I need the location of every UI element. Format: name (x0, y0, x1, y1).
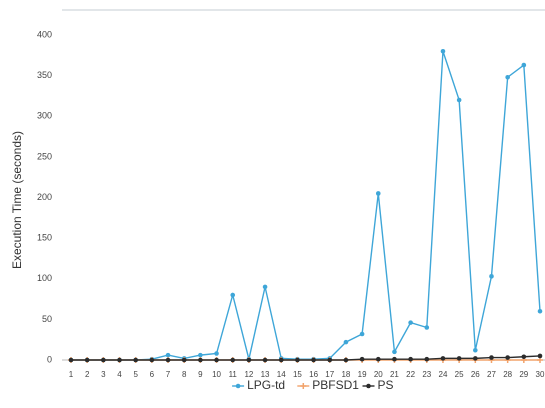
x-tick-label: 18 (341, 370, 350, 379)
x-tick-label: 30 (536, 370, 545, 379)
x-tick-label: 4 (117, 370, 122, 379)
point (343, 357, 349, 363)
point (84, 357, 90, 363)
y-axis-title: Execution Time (seconds) (10, 131, 24, 269)
point (489, 355, 494, 360)
x-tick-label: 17 (325, 370, 334, 379)
point (214, 357, 219, 363)
point (537, 308, 543, 314)
x-tick-label: 10 (212, 370, 221, 379)
x-tick-label: 14 (277, 370, 286, 379)
point (440, 356, 446, 361)
point (235, 383, 241, 389)
point (424, 325, 430, 330)
x-tick-label: 12 (244, 370, 253, 379)
point (230, 292, 236, 298)
point (165, 352, 171, 358)
point (489, 274, 494, 279)
point (408, 320, 413, 325)
x-tick-label: 13 (261, 370, 270, 379)
y-tick-label: 200 (37, 192, 52, 202)
point (456, 356, 462, 361)
point (521, 354, 527, 360)
y-tick-label: 300 (37, 111, 52, 121)
point (165, 357, 171, 363)
series-line (71, 51, 541, 361)
y-tick-label: 100 (37, 273, 52, 283)
x-tick-label: 20 (374, 370, 383, 379)
point (440, 48, 446, 54)
y-tick-label: 150 (37, 233, 52, 243)
legend-label: PBFSD1 (312, 378, 359, 392)
point (408, 356, 413, 362)
y-tick-label: 250 (37, 151, 52, 161)
point (456, 97, 462, 103)
point (101, 357, 106, 363)
legend-label: PS (378, 378, 394, 392)
y-tick-label: 50 (42, 314, 52, 324)
point (521, 62, 527, 68)
legend-label: LPG-td (247, 378, 285, 392)
point (198, 357, 203, 363)
point (246, 357, 252, 363)
point (262, 284, 268, 290)
point (343, 339, 349, 345)
point (311, 357, 316, 363)
x-tick-label: 7 (166, 370, 171, 379)
point (262, 357, 268, 363)
x-tick-label: 9 (198, 370, 203, 379)
x-tick-label: 11 (229, 370, 238, 379)
x-tick-label: 2 (85, 370, 90, 379)
point (473, 356, 478, 361)
point (295, 357, 300, 363)
point (133, 357, 138, 363)
point (117, 357, 122, 363)
point (181, 357, 187, 363)
x-tick-label: 21 (390, 370, 399, 379)
point (359, 356, 365, 362)
point (230, 357, 236, 363)
y-tick-label: 350 (37, 70, 52, 80)
point (392, 356, 397, 362)
point (473, 347, 478, 353)
x-tick-label: 28 (503, 370, 512, 379)
x-tick-label: 1 (69, 370, 74, 379)
y-tick-label: 0 (47, 354, 52, 364)
x-tick-label: 23 (422, 370, 431, 379)
x-tick-label: 5 (133, 370, 138, 379)
point (149, 357, 155, 363)
point (278, 357, 284, 363)
x-tick-label: 16 (309, 370, 318, 379)
x-tick-label: 6 (150, 370, 155, 379)
point (198, 352, 203, 358)
point (68, 357, 74, 363)
series-line (71, 355, 541, 361)
point (300, 383, 307, 389)
point (424, 356, 430, 362)
x-tick-label: 8 (182, 370, 187, 379)
y-tick-label: 400 (37, 29, 52, 39)
x-tick-label: 15 (293, 370, 302, 379)
point (359, 331, 365, 337)
x-tick-label: 3 (101, 370, 106, 379)
point (366, 383, 371, 389)
point (214, 351, 219, 356)
x-tick-label: 26 (471, 370, 480, 379)
point (537, 353, 543, 359)
point (392, 349, 397, 355)
point (375, 191, 381, 196)
x-tick-label: 19 (358, 370, 367, 379)
x-tick-label: 24 (439, 370, 448, 379)
point (505, 74, 510, 80)
point (327, 357, 333, 363)
x-tick-label: 29 (519, 370, 528, 379)
point (505, 355, 510, 360)
point (375, 356, 381, 362)
x-tick-label: 27 (487, 370, 496, 379)
x-tick-label: 25 (455, 370, 464, 379)
x-tick-label: 22 (406, 370, 415, 379)
